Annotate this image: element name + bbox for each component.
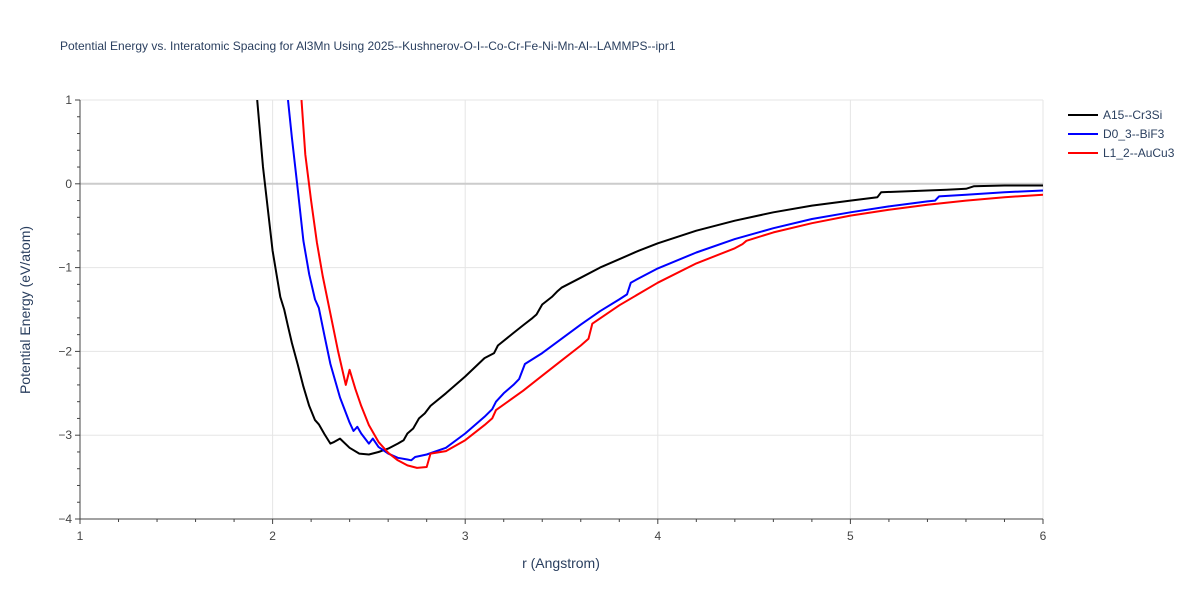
axes	[75, 99, 1044, 524]
x-tick-label: 1	[77, 529, 84, 543]
x-tick-label: 2	[269, 529, 276, 543]
series-line-2[interactable]	[300, 100, 1044, 469]
series-lines	[256, 100, 1044, 469]
legend[interactable]: A15--Cr3Si D0_3--BiF3 L1_2--AuCu3	[1068, 108, 1175, 160]
legend-item[interactable]: L1_2--AuCu3	[1068, 146, 1175, 160]
legend-label: D0_3--BiF3	[1103, 127, 1165, 141]
chart-title: Potential Energy vs. Interatomic Spacing…	[60, 39, 676, 53]
series-line-0[interactable]	[256, 100, 1043, 456]
x-axis-title: r (Angstrom)	[522, 555, 600, 571]
series-clip-group	[256, 100, 1044, 469]
y-axis-title: Potential Energy (eV/atom)	[17, 226, 33, 394]
y-tick-label: −2	[58, 344, 72, 358]
y-tick-label: −3	[58, 428, 72, 442]
y-tick-label: 1	[65, 93, 72, 107]
x-tick-label: 6	[1040, 529, 1047, 543]
legend-item[interactable]: A15--Cr3Si	[1068, 108, 1162, 122]
x-tick-label: 4	[654, 529, 661, 543]
tick-labels: 1 2 3 4 5 6 −4 −3 −2 −1 0 1	[58, 93, 1046, 543]
x-tick-label: 3	[462, 529, 469, 543]
series-line-1[interactable]	[287, 100, 1043, 462]
grid-lines	[80, 99, 1044, 519]
x-tick-label: 5	[847, 529, 854, 543]
legend-label: A15--Cr3Si	[1103, 108, 1162, 122]
legend-item[interactable]: D0_3--BiF3	[1068, 127, 1165, 141]
y-tick-label: −4	[58, 512, 72, 526]
y-tick-label: 0	[65, 177, 72, 191]
legend-label: L1_2--AuCu3	[1103, 146, 1175, 160]
y-tick-label: −1	[58, 261, 72, 275]
